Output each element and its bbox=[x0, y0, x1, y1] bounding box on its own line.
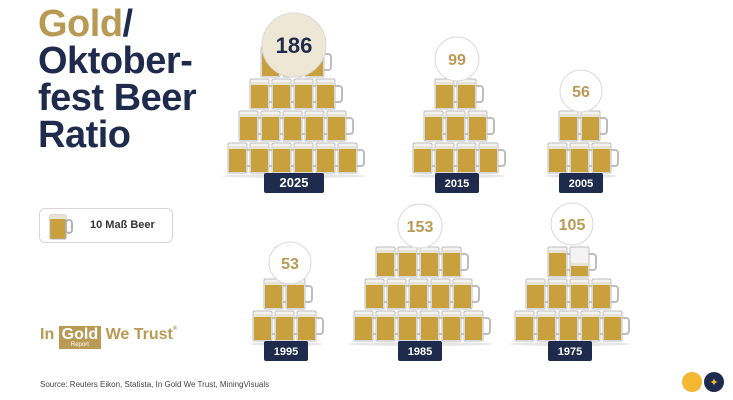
beer-mug bbox=[591, 142, 619, 174]
beer-mug bbox=[569, 278, 597, 310]
year-label: 2015 bbox=[435, 173, 479, 193]
beer-mug bbox=[419, 310, 447, 342]
beer-mug bbox=[558, 110, 586, 142]
beer-mug bbox=[293, 78, 321, 110]
logo-we-trust: We Trust bbox=[105, 326, 173, 343]
beer-mug bbox=[445, 110, 473, 142]
beer-mug bbox=[386, 278, 414, 310]
beer-mug bbox=[580, 110, 608, 142]
legend-label: 10 Maß Beer bbox=[90, 219, 155, 231]
beer-mug bbox=[558, 310, 586, 342]
logo-in: In bbox=[40, 326, 55, 343]
beer-mug bbox=[478, 142, 506, 174]
beer-mug bbox=[569, 142, 597, 174]
beer-mug bbox=[274, 310, 302, 342]
logo-report: Report bbox=[70, 342, 89, 348]
beer-stack-1985: 1985 153 bbox=[348, 203, 492, 361]
year-label-text: 2005 bbox=[569, 178, 593, 190]
beer-stack-2015: 2015 99 bbox=[409, 36, 506, 193]
beer-mug bbox=[353, 310, 381, 342]
year-label-text: 1985 bbox=[408, 346, 432, 358]
year-label-text: 2025 bbox=[280, 175, 309, 190]
title-gold: Gold bbox=[38, 3, 123, 45]
source-note: Source: Reuters Eikon, Statista, In Gold… bbox=[40, 380, 270, 389]
value-bubble: 186 bbox=[261, 12, 327, 78]
title-slash: / bbox=[122, 3, 134, 45]
beer-mug bbox=[536, 310, 564, 342]
beer-mug bbox=[293, 142, 321, 174]
beer-mug bbox=[375, 310, 403, 342]
beer-mug bbox=[326, 110, 354, 142]
value-bubble: 105 bbox=[550, 202, 594, 246]
beer-mug bbox=[397, 310, 425, 342]
beer-mug bbox=[441, 246, 469, 278]
beer-mug bbox=[315, 78, 343, 110]
legend: 10 Maß Beer bbox=[39, 208, 173, 243]
year-label-text: 1995 bbox=[274, 346, 298, 358]
beer-mug bbox=[452, 278, 480, 310]
year-label: 1985 bbox=[398, 341, 442, 361]
beer-stack-1995: 1995 53 bbox=[250, 241, 324, 361]
in-gold-we-trust-logo: In Gold Report We Trust® bbox=[40, 326, 177, 349]
title-line-3: fest Beer bbox=[38, 77, 197, 119]
legend-beer-mug-icon bbox=[49, 214, 73, 240]
title-line-4: Ratio bbox=[38, 114, 131, 156]
beer-mug bbox=[238, 110, 266, 142]
logo-registered: ® bbox=[172, 326, 178, 332]
beer-mug bbox=[463, 310, 491, 342]
beer-stack-1975: 1975 105 bbox=[510, 202, 630, 361]
beer-mug bbox=[296, 310, 324, 342]
year-label: 1995 bbox=[264, 341, 308, 361]
beer-mug bbox=[569, 246, 597, 278]
beer-mug bbox=[602, 310, 630, 342]
beer-mug bbox=[337, 142, 365, 174]
beer-mug bbox=[467, 110, 495, 142]
beer-mug bbox=[441, 310, 469, 342]
beer-stack-2025: 2025 186 bbox=[222, 12, 366, 193]
year-label: 1975 bbox=[548, 341, 592, 361]
beer-mug bbox=[423, 110, 451, 142]
value-label: 105 bbox=[559, 217, 586, 234]
year-label: 2025 bbox=[264, 173, 324, 193]
svg-text:✦: ✦ bbox=[709, 376, 718, 389]
year-label-text: 2015 bbox=[445, 178, 469, 190]
value-label: 56 bbox=[572, 84, 590, 101]
beer-mug bbox=[434, 78, 462, 110]
value-bubble: 153 bbox=[397, 203, 443, 249]
beer-stack-2005: 2005 56 bbox=[545, 69, 619, 193]
value-label: 153 bbox=[407, 219, 434, 236]
beer-mug bbox=[315, 142, 343, 174]
value-bubble: 56 bbox=[559, 69, 603, 113]
beer-mug bbox=[408, 278, 436, 310]
miningvisuals-badge-icon: ✦ bbox=[682, 372, 724, 392]
logo-gold-box: Gold Report bbox=[58, 326, 102, 349]
beer-mug bbox=[263, 278, 291, 310]
beer-mug bbox=[252, 310, 280, 342]
value-label: 99 bbox=[448, 52, 466, 69]
logo-gold: Gold bbox=[61, 326, 99, 343]
title-line-2: Oktober- bbox=[38, 40, 193, 82]
year-label: 2005 bbox=[559, 173, 603, 193]
beer-mug bbox=[591, 278, 619, 310]
beer-mug bbox=[456, 78, 484, 110]
value-label: 186 bbox=[276, 33, 313, 58]
chart-title: Gold/ Oktober- fest Beer Ratio bbox=[38, 3, 197, 156]
value-label: 53 bbox=[281, 256, 299, 273]
year-label-text: 1975 bbox=[558, 346, 582, 358]
value-bubble: 99 bbox=[434, 36, 480, 82]
value-bubble: 53 bbox=[268, 241, 312, 285]
beer-mug bbox=[397, 246, 425, 278]
beer-mug bbox=[282, 110, 310, 142]
